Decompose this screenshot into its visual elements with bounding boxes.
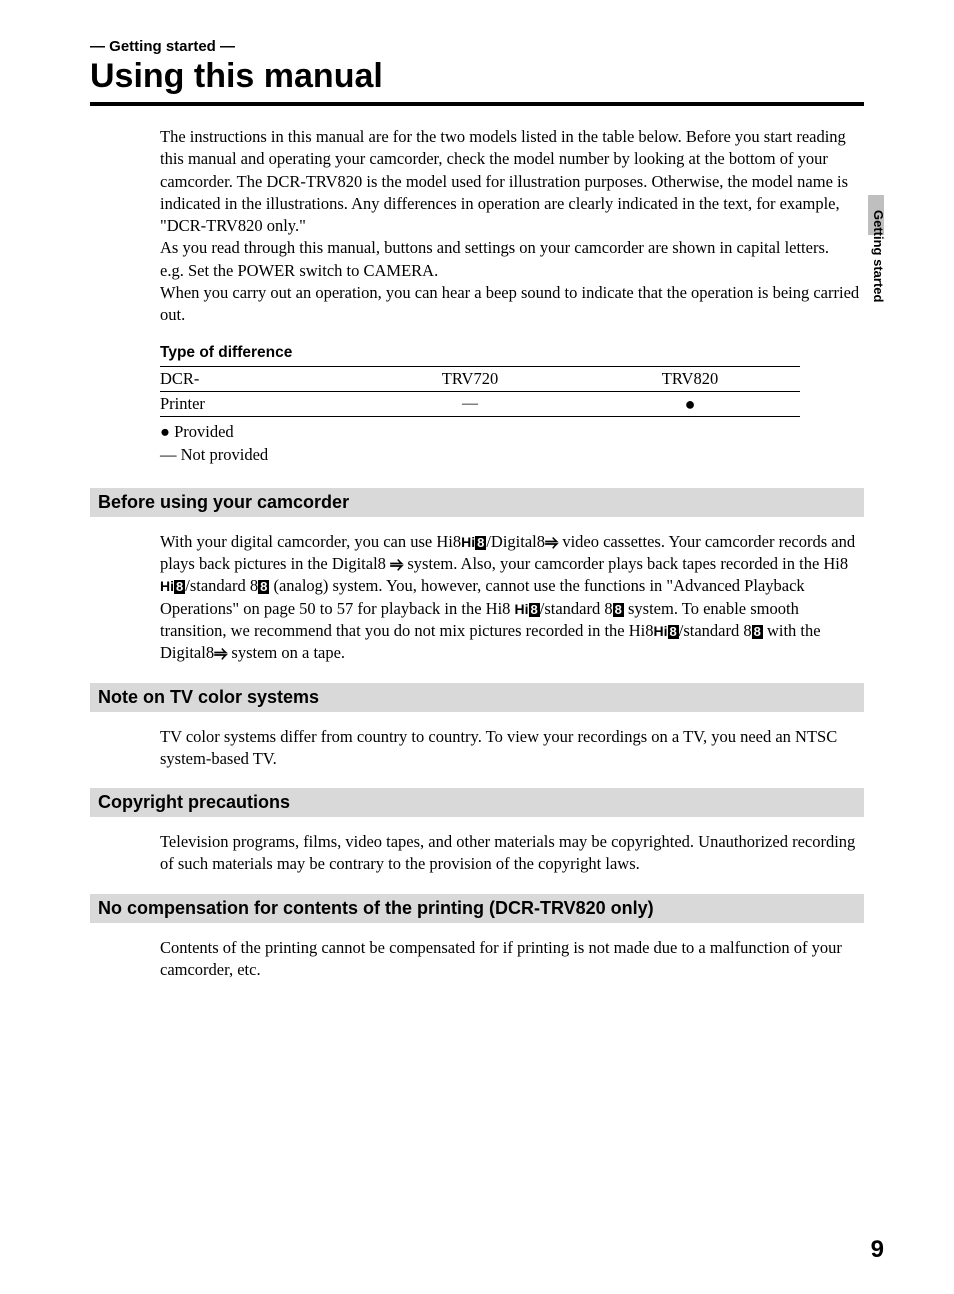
- cell-printer-trv720: —: [360, 392, 580, 417]
- legend-not-provided: — Not provided: [160, 445, 268, 464]
- text: system. Also, your camcorder plays back …: [403, 554, 848, 573]
- text: /standard 8: [185, 576, 258, 595]
- text: With your digital camcorder, you can use…: [160, 532, 461, 551]
- hi8-icon: Hi8: [515, 600, 540, 619]
- hi8-icon: Hi8: [654, 622, 679, 641]
- section-before-heading: Before using your camcorder: [90, 488, 864, 517]
- hi8-icon: Hi8: [160, 577, 185, 596]
- page-number: 9: [871, 1236, 884, 1264]
- digital8-icon: ⥤: [214, 642, 227, 664]
- intro-text: The instructions in this manual are for …: [160, 126, 864, 326]
- text: system on a tape.: [227, 643, 345, 662]
- section-before-body: With your digital camcorder, you can use…: [160, 531, 864, 665]
- hi8-icon: Hi8: [461, 533, 486, 552]
- cell-printer-trv820: ●: [580, 392, 800, 417]
- intro-p1: The instructions in this manual are for …: [160, 127, 848, 235]
- section-label: — Getting started —: [90, 38, 864, 55]
- table-row: DCR- TRV720 TRV820: [160, 367, 800, 392]
- intro-p4: When you carry out an operation, you can…: [160, 283, 859, 324]
- side-section-label: Getting started: [871, 210, 886, 302]
- page-content: — Getting started — Using this manual Th…: [0, 0, 954, 1039]
- difference-heading: Type of difference: [160, 344, 864, 362]
- legend-provided: ● Provided: [160, 422, 234, 441]
- intro-p3: e.g. Set the POWER switch to CAMERA.: [160, 261, 438, 280]
- section-nocomp-heading: No compensation for contents of the prin…: [90, 894, 864, 923]
- section-copyright-body: Television programs, films, video tapes,…: [160, 831, 864, 876]
- text: /Digital8: [486, 532, 545, 551]
- std8-icon: 8: [613, 600, 624, 619]
- difference-table: DCR- TRV720 TRV820 Printer — ●: [160, 366, 800, 417]
- cell-dcr-label: DCR-: [160, 367, 360, 392]
- std8-icon: 8: [752, 622, 763, 641]
- cell-trv720: TRV720: [360, 367, 580, 392]
- text: /standard 8: [679, 621, 752, 640]
- cell-trv820: TRV820: [580, 367, 800, 392]
- section-tv-body: TV color systems differ from country to …: [160, 726, 864, 771]
- title-rule: [90, 102, 864, 106]
- section-copyright-heading: Copyright precautions: [90, 788, 864, 817]
- std8-icon: 8: [258, 577, 269, 596]
- page-title: Using this manual: [90, 57, 864, 96]
- section-tv-heading: Note on TV color systems: [90, 683, 864, 712]
- intro-p2: As you read through this manual, buttons…: [160, 238, 829, 257]
- section-nocomp-body: Contents of the printing cannot be compe…: [160, 937, 864, 982]
- table-row: Printer — ●: [160, 392, 800, 417]
- digital8-icon: ⥤: [390, 553, 403, 575]
- digital8-icon: ⥤: [545, 531, 558, 553]
- table-legend: ● Provided — Not provided: [160, 421, 864, 466]
- text: /standard 8: [540, 599, 613, 618]
- cell-printer-label: Printer: [160, 392, 360, 417]
